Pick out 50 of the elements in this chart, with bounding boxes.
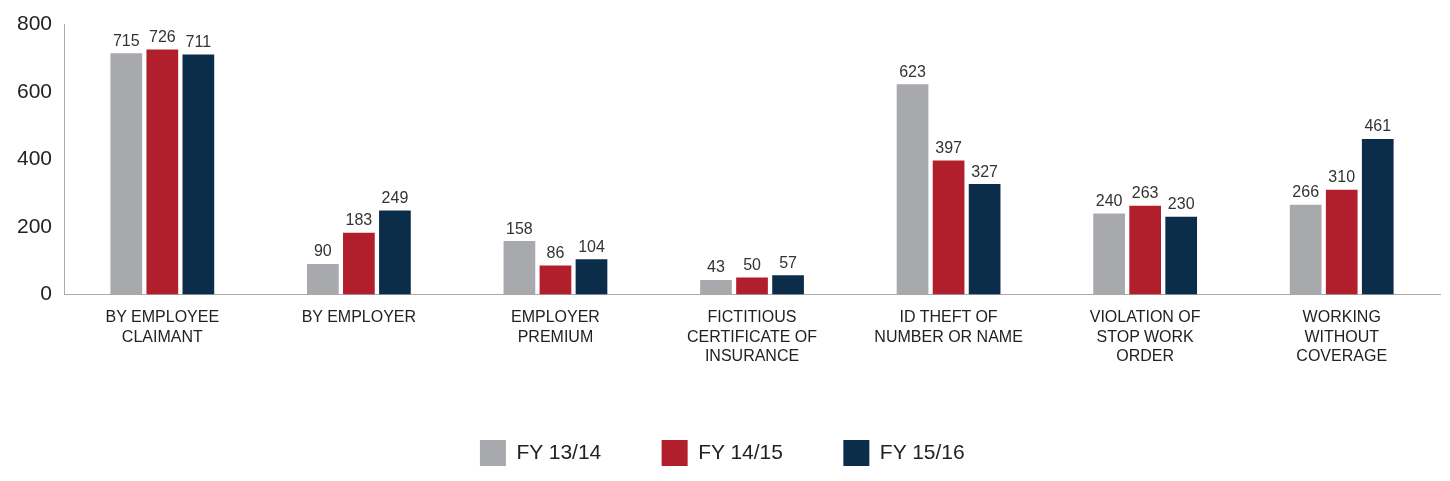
- data-label: 266: [1292, 183, 1320, 201]
- x-tick-label: EMPLOYER PREMIUM: [510, 308, 600, 345]
- data-label: 90: [313, 242, 332, 260]
- y-tick-label: 400: [16, 146, 53, 170]
- data-label: 104: [578, 237, 605, 255]
- bar: [575, 259, 608, 295]
- y-tick-label: 0: [40, 281, 53, 305]
- bar: [1129, 205, 1162, 295]
- data-label: 623: [899, 62, 926, 80]
- legend-label: FY 15/16: [879, 439, 965, 463]
- bar: [379, 210, 411, 295]
- x-tick-label: BY EMPLOYER: [301, 308, 417, 326]
- data-label: 183: [345, 211, 373, 229]
- data-label: 327: [971, 162, 999, 180]
- bar: [343, 232, 375, 295]
- bar: [772, 275, 804, 295]
- x-tick-label: FICTITIOUS CERTIFICATE OF INSURANCE: [686, 308, 818, 364]
- data-label: 240: [1095, 191, 1123, 209]
- x-tick-label: WORKING WITHOUT COVERAGE: [1296, 308, 1388, 364]
- x-tick-label: VIOLATION OF STOP WORK ORDER: [1089, 308, 1201, 364]
- x-tick-label: BY EMPLOYEE CLAIMANT: [105, 308, 220, 345]
- data-label: 230: [1167, 195, 1195, 213]
- legend-label: FY 14/15: [698, 439, 783, 463]
- y-tick-label: 600: [16, 78, 53, 102]
- y-tick-label: 200: [16, 213, 53, 237]
- bar: [968, 184, 1001, 295]
- bar: [146, 49, 179, 295]
- bar: [182, 54, 215, 295]
- data-label: 158: [506, 219, 533, 237]
- bar: [1325, 189, 1358, 295]
- data-label: 726: [148, 27, 176, 45]
- bar: [932, 160, 965, 295]
- data-label: 249: [381, 188, 409, 206]
- bar: [736, 277, 768, 295]
- data-label: 263: [1131, 184, 1159, 202]
- data-label: 461: [1364, 117, 1392, 135]
- y-tick-label: 800: [16, 11, 53, 35]
- bar: [539, 265, 572, 295]
- bar: [1165, 216, 1198, 295]
- data-label: 86: [546, 243, 565, 261]
- data-label: 310: [1328, 168, 1356, 186]
- data-label: 57: [779, 253, 798, 271]
- data-label: 715: [112, 31, 140, 49]
- data-label: 711: [185, 33, 212, 51]
- bar: [1361, 138, 1394, 295]
- data-label: 50: [743, 255, 762, 273]
- x-tick-label: ID THEFT OF NUMBER OR NAME: [874, 308, 1023, 345]
- legend-label: FY 13/14: [516, 439, 602, 463]
- data-label: 397: [935, 138, 963, 156]
- data-label: 43: [707, 258, 725, 276]
